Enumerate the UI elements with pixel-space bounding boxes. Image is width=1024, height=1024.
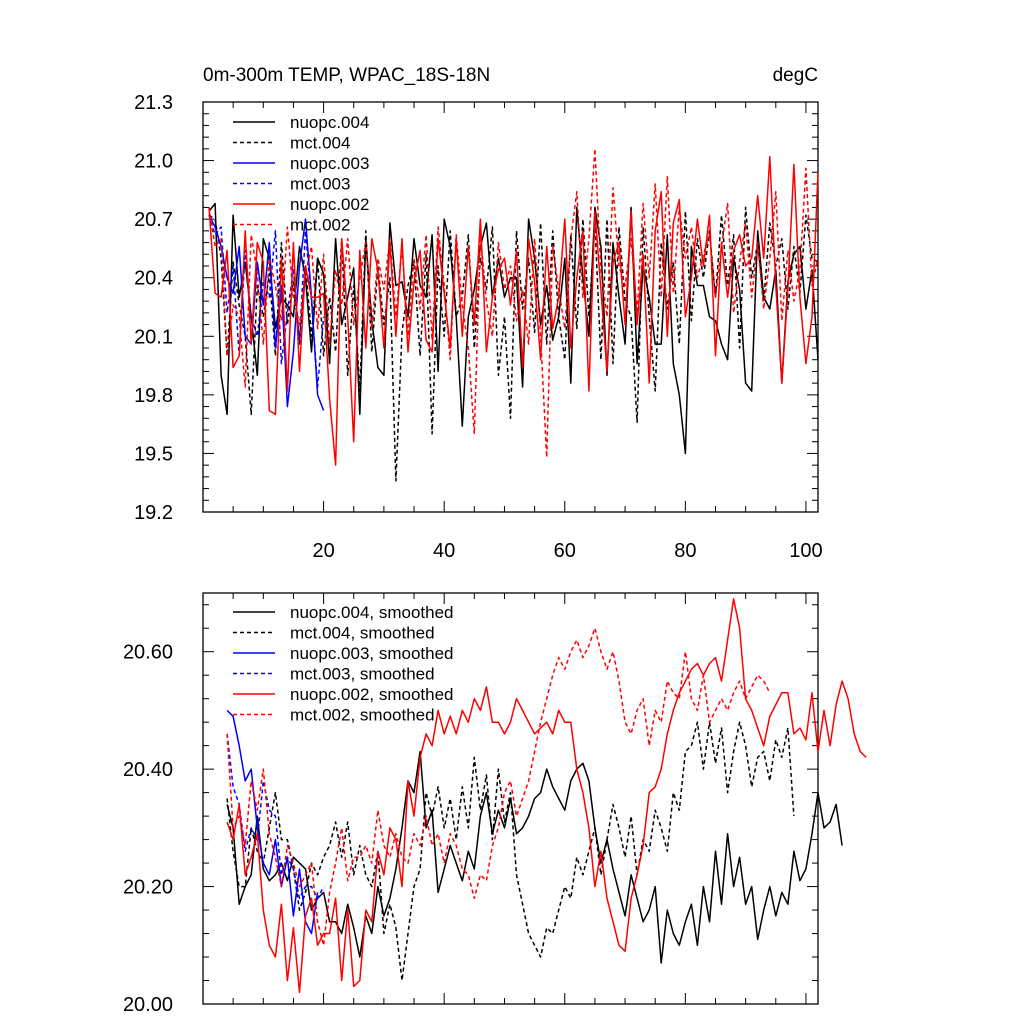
legend-label: nuopc.004 xyxy=(290,113,369,132)
chart-title: 0m-300m TEMP, WPAC_18S-18N xyxy=(203,65,490,86)
plot-frame xyxy=(202,101,819,513)
legend-label: nuopc.002 xyxy=(290,195,369,214)
legend-label: mct.004 xyxy=(290,134,350,153)
y-tick-label: 20.20 xyxy=(123,877,173,899)
y-tick-label: 19.5 xyxy=(134,443,173,465)
y-tick-label: 20.00 xyxy=(123,994,173,1016)
series-line-nuopc-003-smoothed xyxy=(226,709,319,935)
legend-label: nuopc.003 xyxy=(290,154,369,173)
legend-label: mct.002 xyxy=(290,216,350,235)
units-label: degC xyxy=(773,65,818,86)
y-tick-label: 19.2 xyxy=(134,502,173,524)
legend-label: mct.003, smoothed xyxy=(290,665,435,684)
y-tick-label: 20.7 xyxy=(134,209,173,231)
legend-label: mct.004, smoothed xyxy=(290,624,435,643)
legend-label: nuopc.003, smoothed xyxy=(290,644,454,663)
x-tick-label: 20 xyxy=(312,540,334,562)
series-line-nuopc-004-smoothed xyxy=(226,750,843,964)
x-tick-label: 40 xyxy=(433,540,455,562)
plot-frame xyxy=(202,592,819,1005)
series-line-mct-004-smoothed xyxy=(226,721,795,982)
x-tick-label: 80 xyxy=(674,540,696,562)
series-line-mct-002-smoothed xyxy=(226,627,771,947)
y-tick-label: 21.3 xyxy=(134,92,173,114)
x-tick-label: 100 xyxy=(789,540,822,562)
bottom-panel: 20.00 20.20 20.40 20.60 nuopc.004, smoothed m… xyxy=(123,592,867,1016)
legend-label: mct.003 xyxy=(290,175,350,194)
legend-label: mct.002, smoothed xyxy=(290,706,435,725)
y-tick-label: 20.4 xyxy=(134,268,173,290)
series-line-mct-002 xyxy=(208,148,819,459)
legend-label: nuopc.002, smoothed xyxy=(290,685,454,704)
y-tick-label: 21.0 xyxy=(134,151,173,173)
x-tick-label: 60 xyxy=(554,540,576,562)
y-tick-label: 20.1 xyxy=(134,326,173,348)
series-line-nuopc-002 xyxy=(208,155,819,466)
top-panel: 20 40 60 80 100 19.2 19.5 19.8 20.1 20.4 20.7 21.0 2… xyxy=(134,65,823,562)
series-line-mct-003-smoothed xyxy=(226,733,325,900)
y-tick-label: 19.8 xyxy=(134,385,173,407)
series-line-mct-003 xyxy=(208,214,325,388)
legend-label: nuopc.004, smoothed xyxy=(290,603,454,622)
y-tick-label: 20.40 xyxy=(123,759,173,781)
y-tick-label: 20.60 xyxy=(123,642,173,664)
series-line-nuopc-002-smoothed xyxy=(226,598,867,994)
